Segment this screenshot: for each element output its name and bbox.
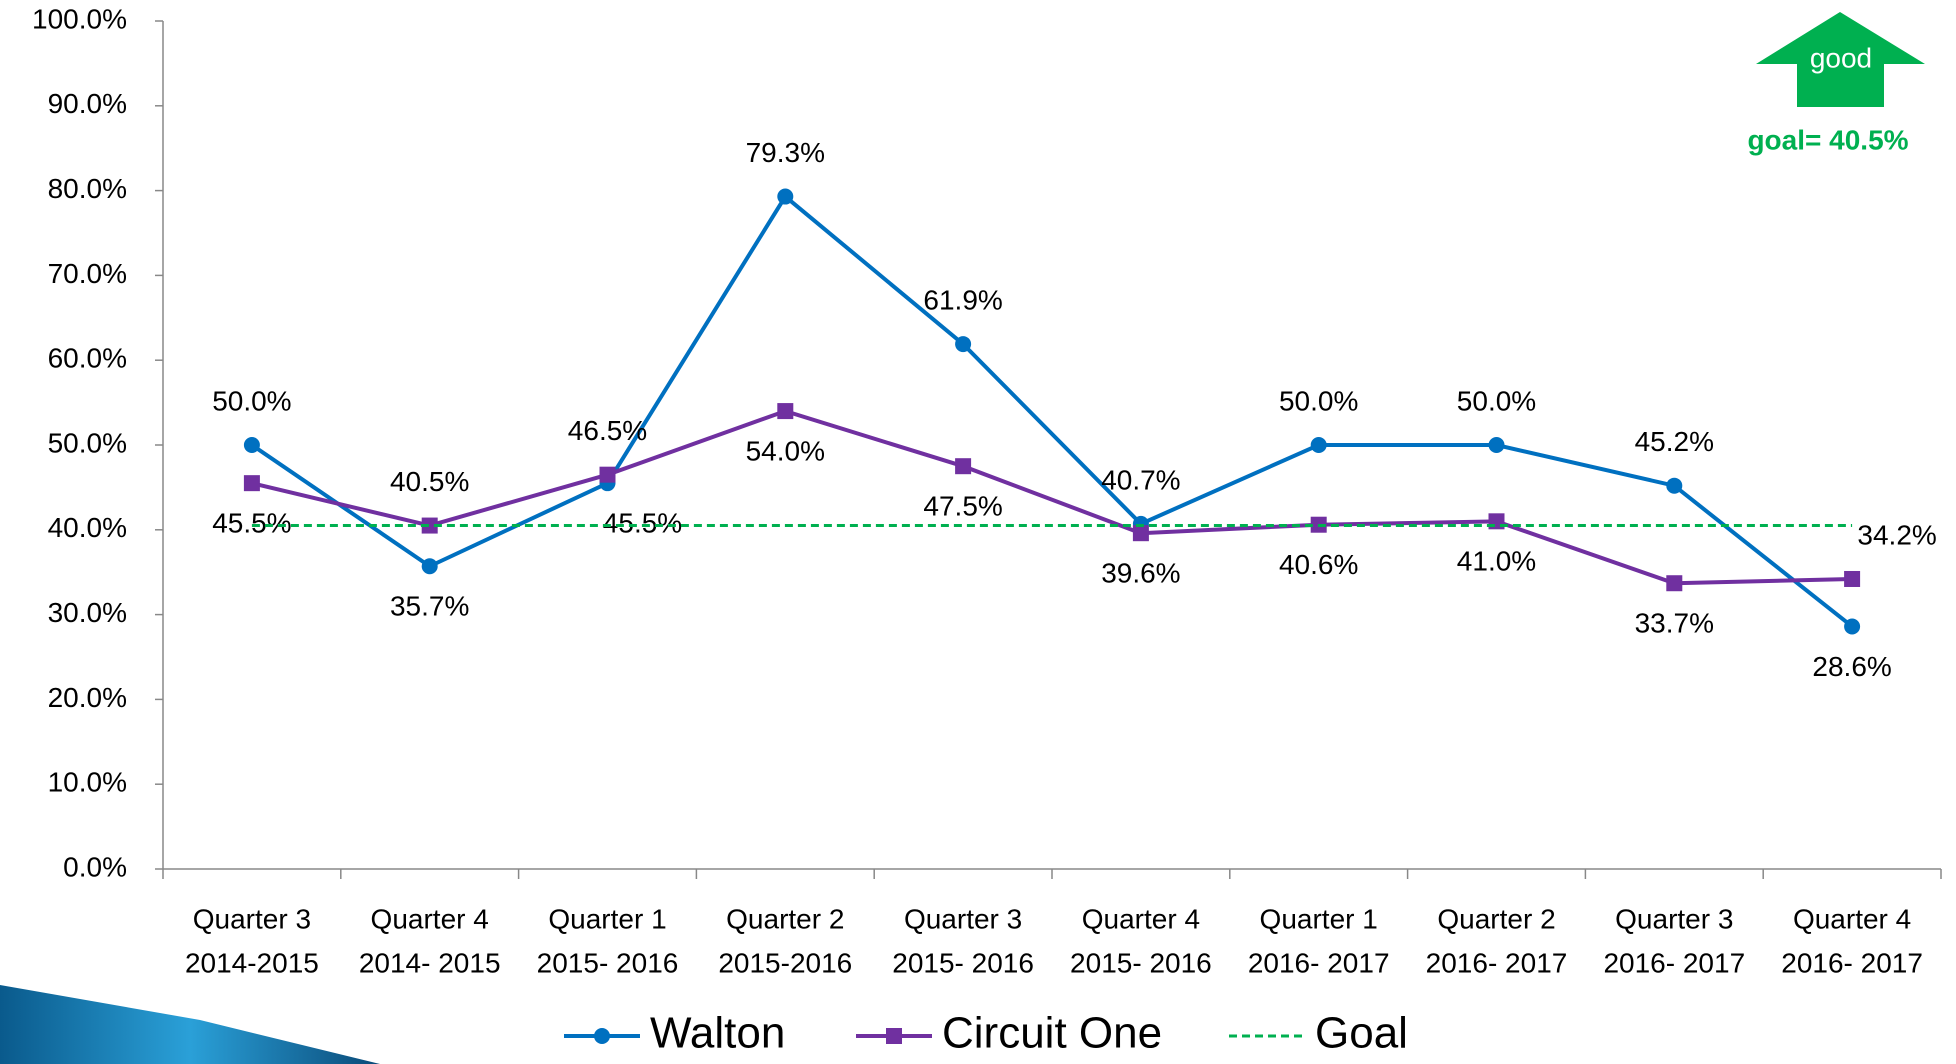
data-label: 41.0% — [1457, 546, 1536, 577]
data-label: 45.5% — [212, 508, 291, 539]
point — [599, 466, 616, 483]
point — [421, 517, 438, 534]
y-tick-label: 80.0% — [48, 173, 127, 204]
point — [1666, 477, 1683, 494]
data-label: 40.7% — [1101, 464, 1180, 495]
legend-marker — [886, 1028, 902, 1044]
point — [1844, 570, 1861, 587]
point — [243, 437, 260, 453]
x-tick-label: 2015-2016 — [718, 947, 852, 978]
y-tick-label: 50.0% — [48, 427, 127, 458]
x-tick-label: Quarter 3 — [904, 903, 1022, 934]
y-tick-label: 10.0% — [48, 767, 127, 798]
x-tick-label: 2015- 2016 — [1070, 947, 1212, 978]
x-tick-label: 2014-2015 — [185, 947, 319, 978]
legend-label: Walton — [650, 1009, 785, 1058]
x-tick-label: 2016- 2017 — [1603, 947, 1745, 978]
series-line — [251, 408, 1853, 586]
data-label: 79.3% — [746, 137, 825, 168]
x-tick-label: 2015- 2016 — [892, 947, 1034, 978]
data-label: 46.5% — [568, 415, 647, 446]
data-label: 34.2% — [1857, 519, 1936, 550]
data-label: 35.7% — [390, 591, 469, 622]
data-label: 61.9% — [923, 284, 1002, 315]
arrow-label: good — [1810, 42, 1872, 73]
y-tick-label: 30.0% — [48, 597, 127, 628]
point — [777, 403, 794, 420]
data-label: 54.0% — [746, 435, 825, 466]
x-tick-label: Quarter 2 — [726, 903, 844, 934]
point — [955, 458, 972, 475]
x-tick-label: Quarter 4 — [1082, 903, 1200, 934]
x-tick-label: 2016- 2017 — [1781, 947, 1923, 978]
data-label: 28.6% — [1812, 651, 1891, 682]
x-tick-label: Quarter 1 — [548, 903, 666, 934]
data-label: 45.5% — [603, 508, 682, 539]
data-label: 40.5% — [390, 466, 469, 497]
data-label: 50.0% — [1279, 385, 1358, 416]
legend-label: Goal — [1315, 1009, 1408, 1058]
goal-annotation: goal= 40.5% — [1747, 124, 1908, 155]
point — [1844, 618, 1861, 635]
data-label: 50.0% — [1457, 385, 1536, 416]
y-tick-label: 100.0% — [32, 3, 127, 34]
data-label: 47.5% — [923, 491, 1002, 522]
y-tick-label: 0.0% — [63, 851, 127, 882]
good-arrow — [1756, 12, 1925, 107]
data-label: 40.6% — [1279, 549, 1358, 580]
y-tick-label: 90.0% — [48, 88, 127, 119]
x-tick-label: Quarter 4 — [1793, 903, 1911, 934]
point — [421, 558, 438, 575]
y-tick-label: 40.0% — [48, 512, 127, 543]
point — [1310, 437, 1327, 453]
point — [1488, 437, 1505, 453]
x-tick-label: 2015- 2016 — [537, 947, 679, 978]
x-tick-label: 2014- 2015 — [359, 947, 501, 978]
x-tick-label: 2016- 2017 — [1426, 947, 1568, 978]
x-tick-label: Quarter 3 — [193, 903, 311, 934]
y-tick-label: 20.0% — [48, 682, 127, 713]
data-label: 50.0% — [212, 385, 291, 416]
corner-decoration — [0, 985, 380, 1064]
data-label: 39.6% — [1101, 558, 1180, 589]
point — [777, 188, 794, 205]
legend-label: Circuit One — [942, 1009, 1162, 1058]
y-tick-label: 70.0% — [48, 258, 127, 289]
data-label: 45.2% — [1635, 426, 1714, 457]
point — [1666, 575, 1683, 592]
x-tick-label: Quarter 1 — [1260, 903, 1378, 934]
point — [243, 475, 260, 492]
data-label: 33.7% — [1635, 608, 1714, 639]
legend-marker — [594, 1028, 610, 1044]
point — [1132, 525, 1149, 542]
x-tick-label: Quarter 3 — [1615, 903, 1733, 934]
x-tick-label: 2016- 2017 — [1248, 947, 1390, 978]
point — [955, 336, 972, 353]
x-tick-label: Quarter 2 — [1437, 903, 1555, 934]
y-tick-label: 60.0% — [48, 343, 127, 374]
x-tick-label: Quarter 4 — [371, 903, 489, 934]
